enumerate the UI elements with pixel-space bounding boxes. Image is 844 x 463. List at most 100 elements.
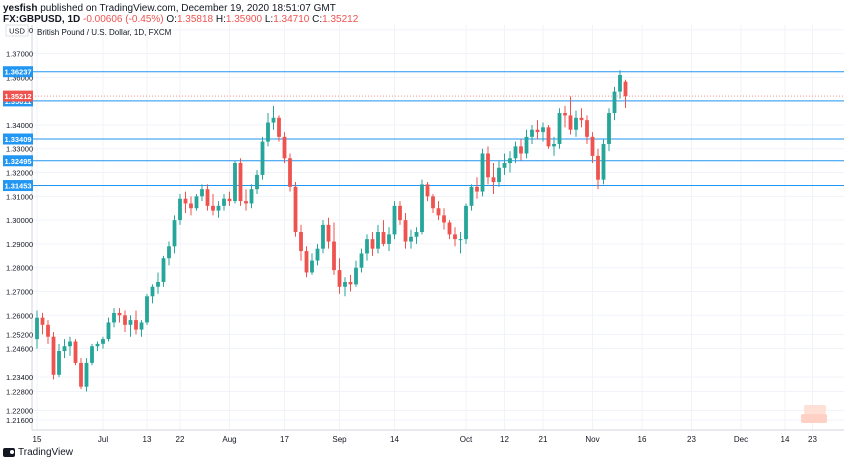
candle-body	[458, 239, 463, 241]
candle	[453, 227, 457, 247]
candle	[249, 184, 254, 209]
price-tick-label: 1.23400	[6, 373, 33, 382]
candle	[321, 220, 325, 254]
candle	[51, 331, 56, 380]
candle	[431, 193, 435, 213]
candle-body	[365, 239, 369, 254]
time-tick-label: 14	[781, 435, 790, 444]
candle-body	[293, 186, 298, 233]
candle-body	[84, 362, 89, 387]
candle	[447, 220, 452, 240]
candle	[139, 320, 144, 337]
candle	[194, 193, 199, 211]
level-label-bg	[3, 180, 33, 192]
price-tick-label: 1.32000	[6, 169, 33, 178]
candle	[398, 201, 402, 225]
open-label: O:	[166, 14, 177, 25]
candle	[590, 132, 595, 164]
publish-date: published on TradingView.com, December 1…	[40, 3, 336, 14]
level-label: 1.32495	[4, 157, 31, 166]
candle	[497, 160, 501, 187]
candle-body	[601, 143, 606, 180]
candle	[436, 201, 441, 221]
price-tick-label: 1.25200	[6, 330, 33, 339]
candle	[557, 108, 562, 149]
price-tick-label: 1.24600	[6, 345, 33, 354]
candle	[57, 343, 61, 378]
candle-body	[612, 91, 617, 114]
time-tick-label: 21	[539, 435, 548, 444]
candle-body	[123, 315, 127, 325]
footer[interactable]: TradingView	[3, 447, 73, 458]
price-tick-label: 1.27000	[6, 288, 33, 297]
candle-body	[35, 317, 39, 340]
level-label-bg	[3, 66, 33, 78]
candle-body	[552, 143, 556, 147]
candle	[568, 96, 573, 135]
stamp-bottom	[801, 414, 827, 423]
candle	[277, 115, 281, 142]
candle-body	[233, 163, 237, 202]
price-tick-label: 1.33000	[6, 145, 33, 154]
candle-body	[337, 270, 342, 287]
candle-body	[156, 281, 160, 287]
candle	[150, 284, 155, 304]
candle	[486, 146, 490, 185]
currency-badge[interactable]	[5, 24, 29, 37]
candle-body	[618, 74, 622, 92]
candle-body	[172, 220, 177, 247]
high-value: 1.35900	[225, 14, 263, 25]
candle	[315, 243, 320, 266]
candle	[420, 179, 424, 235]
candle-body	[568, 115, 573, 130]
candle	[552, 136, 556, 156]
candle	[464, 203, 468, 244]
candle-body	[607, 113, 611, 144]
candle	[205, 184, 210, 211]
time-tick-label: Nov	[585, 435, 599, 444]
candle-body	[508, 158, 512, 164]
time-tick-label: 16	[638, 435, 647, 444]
candle-body	[183, 198, 188, 204]
price-tick-label: 1.21600	[6, 416, 33, 425]
level-label: 1.36237	[4, 68, 31, 77]
candle-body	[486, 153, 490, 178]
candle-body	[145, 296, 149, 323]
time-tick-label: Aug	[222, 435, 236, 444]
symbol-label: FX:GBPUSD, 1D	[3, 14, 81, 25]
time-tick-label: 17	[280, 435, 289, 444]
brand-name: TradingView	[18, 447, 74, 458]
candle	[409, 229, 413, 249]
last-price-label: 1.35212	[4, 92, 31, 101]
candle	[354, 260, 358, 287]
candle-body	[623, 81, 628, 97]
candle	[211, 193, 215, 216]
candle-body	[431, 196, 435, 209]
candle	[227, 191, 232, 206]
candle-body	[579, 117, 584, 121]
watermark-stamp	[801, 405, 827, 423]
close-label: C:	[312, 14, 323, 25]
price-tick-label: 1.31000	[6, 192, 33, 201]
candle	[381, 220, 386, 247]
candle	[117, 308, 122, 323]
level-label-bg	[3, 133, 33, 145]
candle-body	[376, 232, 380, 249]
candle	[623, 79, 628, 109]
candle-body	[288, 158, 292, 187]
price-tick-label: 1.22000	[6, 406, 33, 415]
candle	[376, 224, 380, 254]
candle-body	[90, 346, 94, 363]
candle	[508, 151, 512, 173]
candle-body	[409, 236, 413, 242]
time-tick-label: 13	[143, 435, 152, 444]
candle	[266, 113, 270, 147]
candle	[145, 293, 149, 325]
candle	[128, 315, 133, 337]
candle	[35, 310, 39, 349]
candle-body	[128, 320, 133, 325]
candle	[112, 308, 116, 328]
candle	[326, 217, 331, 249]
candle	[244, 189, 248, 211]
